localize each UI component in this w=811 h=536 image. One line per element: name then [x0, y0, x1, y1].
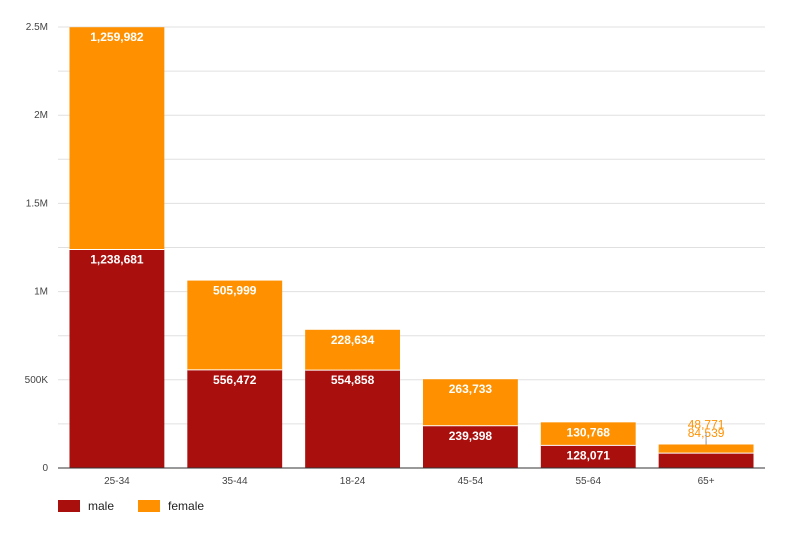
- legend-label-male: male: [88, 499, 115, 513]
- data-label-female: 228,634: [331, 333, 375, 347]
- data-label-female: 263,733: [449, 382, 493, 396]
- legend: male female: [58, 499, 204, 513]
- data-label-male: 128,071: [567, 448, 611, 462]
- legend-item-female[interactable]: female: [138, 499, 204, 513]
- bar-male: [69, 249, 165, 468]
- data-label-male: 556,472: [213, 373, 257, 387]
- data-label-female: 48,771: [688, 417, 725, 431]
- data-label-male: 1,238,681: [90, 252, 144, 266]
- y-tick-label: 500K: [25, 375, 49, 386]
- x-tick-label: 45-54: [458, 476, 484, 487]
- bar-female: [540, 422, 636, 446]
- y-tick-label: 2M: [34, 110, 48, 121]
- legend-label-female: female: [168, 499, 205, 513]
- y-tick-label: 0: [42, 463, 48, 474]
- y-tick-label: 1.5M: [26, 198, 48, 209]
- bar-male: [540, 445, 636, 468]
- x-tick-label: 65+: [698, 476, 715, 487]
- bar-female: [658, 444, 754, 454]
- bar-male: [422, 425, 518, 468]
- bar-male: [658, 453, 754, 468]
- y-tick-label: 1M: [34, 287, 48, 298]
- bar-female: [69, 27, 165, 250]
- bar-male: [187, 369, 283, 468]
- x-tick-label: 18-24: [340, 476, 366, 487]
- bar-female: [422, 379, 518, 426]
- x-tick-label: 25-34: [104, 476, 130, 487]
- legend-swatch-female: [138, 500, 161, 512]
- data-label-female: 130,768: [567, 425, 611, 439]
- legend-swatch-male: [58, 500, 80, 512]
- data-label-female: 505,999: [213, 284, 257, 298]
- data-label-male: 554,858: [331, 373, 375, 387]
- y-tick-label: 2.5M: [26, 22, 48, 33]
- x-tick-label: 55-64: [575, 476, 601, 487]
- legend-item-male[interactable]: male: [58, 499, 114, 513]
- data-label-male: 239,398: [449, 429, 493, 443]
- bar-female: [305, 329, 401, 371]
- bar-female: [187, 280, 283, 370]
- x-tick-label: 35-44: [222, 476, 248, 487]
- bar-male: [305, 370, 401, 468]
- data-label-female: 1,259,982: [90, 30, 144, 44]
